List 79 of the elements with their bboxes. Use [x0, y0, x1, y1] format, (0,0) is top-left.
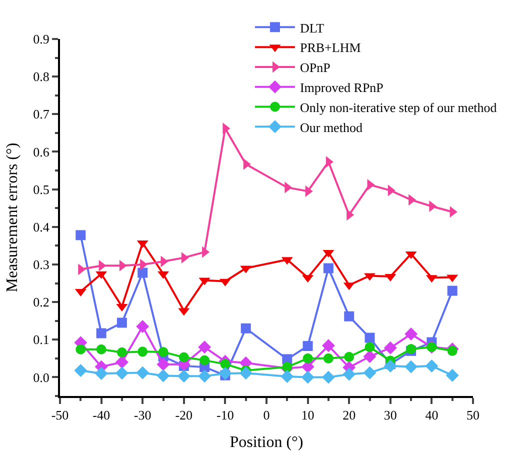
y-axis-title: Measurement errors (°) [4, 142, 21, 292]
point [323, 263, 334, 274]
point [322, 339, 335, 352]
point [198, 340, 212, 354]
y-tick-label: 0.3 [33, 257, 50, 272]
y-tick-label: 0.6 [33, 144, 50, 160]
point [96, 328, 106, 338]
point [138, 268, 148, 278]
x-tick-label: 40 [425, 408, 438, 423]
x-tick-label: -20 [175, 408, 193, 423]
point [302, 341, 313, 352]
point [282, 362, 292, 372]
x-tick-label: -50 [51, 408, 69, 423]
point [74, 364, 88, 377]
point [156, 369, 170, 382]
point [240, 323, 251, 334]
y-tick-label: 0.9 [33, 32, 50, 47]
y-tick-label: 0.8 [33, 69, 50, 84]
point [302, 353, 313, 364]
x-tick-label: -10 [216, 408, 234, 423]
point [363, 366, 376, 380]
point [323, 353, 334, 364]
x-tick-label: 0 [263, 408, 270, 423]
x-axis-title: Position (°) [230, 434, 304, 451]
x-tick-label: 30 [384, 408, 397, 423]
point [404, 327, 418, 340]
point [425, 359, 438, 372]
point [76, 230, 86, 240]
point [344, 311, 354, 322]
point [136, 320, 150, 333]
y-tick-label: 0.0 [33, 370, 50, 385]
point [239, 366, 252, 380]
y-tick-label: 0.1 [33, 332, 50, 348]
legend-label: DLT [300, 20, 324, 36]
point [156, 358, 170, 371]
point [364, 332, 375, 343]
y-tick-label: 0.5 [33, 182, 50, 197]
point [404, 360, 418, 374]
point [364, 342, 375, 352]
x-tick-label: 50 [466, 408, 480, 423]
point [446, 368, 459, 382]
point [94, 366, 108, 380]
x-tick-label: 20 [342, 408, 356, 423]
point [198, 370, 212, 383]
y-tick-label: 0.2 [33, 294, 50, 310]
point [138, 346, 148, 357]
point [178, 352, 189, 362]
point [384, 341, 397, 354]
point [280, 370, 294, 383]
point [447, 286, 458, 296]
legend-label: Only non-iterative step of our method [300, 100, 498, 115]
point [116, 318, 127, 328]
point [322, 370, 335, 384]
point [76, 344, 86, 354]
legend-label: Improved RPnP [300, 80, 384, 95]
legend-label: Our method [300, 120, 363, 135]
legend-label: OPnP [300, 60, 330, 76]
point [447, 346, 458, 356]
point [116, 347, 127, 358]
point [344, 352, 354, 362]
point [363, 350, 376, 364]
legend-label: PRB+LHM [300, 40, 362, 56]
y-tick-label: 0.7 [33, 106, 50, 122]
x-tick-label: -30 [134, 408, 152, 423]
x-tick-label: 10 [301, 408, 314, 423]
point [384, 359, 397, 372]
y-tick-label: 0.4 [33, 219, 50, 234]
point [115, 366, 128, 380]
point [115, 356, 128, 369]
point [136, 366, 150, 380]
point [177, 370, 190, 383]
point [158, 347, 168, 358]
point [200, 355, 210, 366]
point [342, 368, 356, 381]
point [220, 359, 230, 370]
x-tick-label: -40 [92, 408, 110, 423]
point [218, 366, 232, 380]
point [96, 344, 106, 354]
point [301, 370, 314, 384]
